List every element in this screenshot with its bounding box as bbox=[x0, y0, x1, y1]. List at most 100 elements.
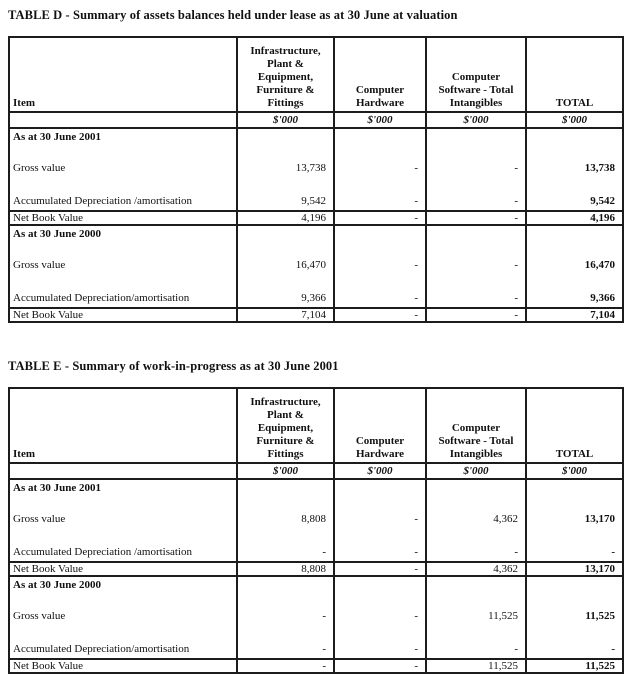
total-cell: 13,738 bbox=[525, 153, 624, 183]
table-e-title: TABLE E - Summary of work-in-progress as… bbox=[8, 359, 339, 373]
value-cell: - bbox=[333, 631, 427, 660]
value-cell: - bbox=[425, 280, 527, 309]
value-cell: - bbox=[425, 153, 527, 183]
units-cell-item bbox=[8, 463, 238, 480]
table-row-net-book-value: Net Book Value 4,196 - - 4,196 bbox=[8, 211, 624, 226]
col-header-infrastructure: Infrastructure, Plant & Equipment, Furni… bbox=[236, 388, 335, 464]
value-cell: - bbox=[333, 280, 427, 309]
value-cell: - bbox=[425, 211, 527, 226]
row-label: Net Book Value bbox=[8, 211, 238, 226]
table-row-net-book-value: Net Book Value 7,104 - - 7,104 bbox=[8, 308, 624, 323]
value-cell: - bbox=[333, 659, 427, 674]
row-label: Accumulated Depreciation/amortisation bbox=[8, 280, 238, 309]
units-cell: $'000 bbox=[525, 112, 624, 129]
table-d-header-row: Item Infrastructure, Plant & Equipment, … bbox=[8, 37, 624, 113]
value-cell: - bbox=[333, 183, 427, 212]
table-d-block: TABLE D - Summary of assets balances hel… bbox=[8, 8, 624, 323]
value-cell: - bbox=[333, 601, 427, 631]
col-header-item: Item bbox=[8, 37, 238, 113]
row-label: Net Book Value bbox=[8, 308, 238, 323]
value-cell: - bbox=[333, 562, 427, 577]
value-cell: 9,542 bbox=[236, 183, 335, 212]
value-cell: - bbox=[236, 534, 335, 563]
units-cell: $'000 bbox=[525, 463, 624, 480]
row-label: Accumulated Depreciation/amortisation bbox=[8, 631, 238, 660]
total-cell: 16,470 bbox=[525, 250, 624, 280]
table-row-gross-value: Gross value - - 11,525 11,525 bbox=[8, 601, 624, 631]
value-cell: - bbox=[425, 183, 527, 212]
table-row-net-book-value: Net Book Value 8,808 - 4,362 13,170 bbox=[8, 562, 624, 577]
row-label: Gross value bbox=[8, 153, 238, 183]
total-cell: 13,170 bbox=[525, 504, 624, 534]
table-e-header-row: Item Infrastructure, Plant & Equipment, … bbox=[8, 388, 624, 464]
col-header-total: TOTAL bbox=[525, 37, 624, 113]
table-row-net-book-value: Net Book Value - - 11,525 11,525 bbox=[8, 659, 624, 674]
units-cell: $'000 bbox=[333, 463, 427, 480]
spacer bbox=[8, 323, 622, 359]
total-cell: 13,170 bbox=[525, 562, 624, 577]
units-cell: $'000 bbox=[425, 463, 527, 480]
total-cell: 11,525 bbox=[525, 659, 624, 674]
value-cell: - bbox=[236, 631, 335, 660]
units-cell: $'000 bbox=[236, 463, 335, 480]
section-row-2001: As at 30 June 2001 bbox=[8, 128, 624, 153]
value-cell: 7,104 bbox=[236, 308, 335, 323]
row-label: Gross value bbox=[8, 504, 238, 534]
table-row-accumulated-depreciation: Accumulated Depreciation/amortisation 9,… bbox=[8, 280, 624, 309]
total-cell: 7,104 bbox=[525, 308, 624, 323]
total-cell: 4,196 bbox=[525, 211, 624, 226]
section-row-2000: As at 30 June 2000 bbox=[8, 225, 624, 250]
table-e-units-row: $'000 $'000 $'000 $'000 bbox=[8, 463, 624, 480]
table-row-gross-value: Gross value 8,808 - 4,362 13,170 bbox=[8, 504, 624, 534]
value-cell: - bbox=[333, 308, 427, 323]
col-header-computer-hardware: Computer Hardware bbox=[333, 388, 427, 464]
row-label: Accumulated Depreciation /amortisation bbox=[8, 183, 238, 212]
col-header-computer-software: Computer Software - Total Intangibles bbox=[425, 37, 527, 113]
value-cell: 11,525 bbox=[425, 659, 527, 674]
col-header-total: TOTAL bbox=[525, 388, 624, 464]
section-row-2000: As at 30 June 2000 bbox=[8, 576, 624, 601]
value-cell: 4,362 bbox=[425, 504, 527, 534]
value-cell: - bbox=[236, 659, 335, 674]
value-cell: - bbox=[333, 504, 427, 534]
value-cell: 8,808 bbox=[236, 504, 335, 534]
value-cell: - bbox=[425, 534, 527, 563]
total-cell: - bbox=[525, 534, 624, 563]
value-cell: 9,366 bbox=[236, 280, 335, 309]
value-cell: 13,738 bbox=[236, 153, 335, 183]
row-label: Gross value bbox=[8, 250, 238, 280]
value-cell: - bbox=[425, 631, 527, 660]
value-cell: - bbox=[333, 534, 427, 563]
value-cell: - bbox=[425, 250, 527, 280]
col-header-computer-software: Computer Software - Total Intangibles bbox=[425, 388, 527, 464]
table-row-gross-value: Gross value 13,738 - - 13,738 bbox=[8, 153, 624, 183]
units-cell: $'000 bbox=[236, 112, 335, 129]
value-cell: - bbox=[236, 601, 335, 631]
value-cell: - bbox=[333, 250, 427, 280]
value-cell: - bbox=[333, 211, 427, 226]
section-row-2001: As at 30 June 2001 bbox=[8, 479, 624, 504]
table-row-accumulated-depreciation: Accumulated Depreciation /amortisation -… bbox=[8, 534, 624, 563]
units-cell: $'000 bbox=[425, 112, 527, 129]
value-cell: 4,362 bbox=[425, 562, 527, 577]
table-row-accumulated-depreciation: Accumulated Depreciation/amortisation - … bbox=[8, 631, 624, 660]
document-page: TABLE D - Summary of assets balances hel… bbox=[8, 8, 624, 674]
value-cell: 4,196 bbox=[236, 211, 335, 226]
table-e-block: TABLE E - Summary of work-in-progress as… bbox=[8, 359, 624, 674]
row-label: Net Book Value bbox=[8, 659, 238, 674]
total-cell: - bbox=[525, 631, 624, 660]
col-header-item: Item bbox=[8, 388, 238, 464]
section-label: As at 30 June 2000 bbox=[8, 225, 238, 250]
table-row-gross-value: Gross value 16,470 - - 16,470 bbox=[8, 250, 624, 280]
row-label: Gross value bbox=[8, 601, 238, 631]
section-label: As at 30 June 2001 bbox=[8, 479, 238, 504]
section-label: As at 30 June 2001 bbox=[8, 128, 238, 153]
units-cell-item bbox=[8, 112, 238, 129]
value-cell: 11,525 bbox=[425, 601, 527, 631]
table-d-units-row: $'000 $'000 $'000 $'000 bbox=[8, 112, 624, 129]
table-e: Item Infrastructure, Plant & Equipment, … bbox=[8, 387, 624, 674]
value-cell: - bbox=[425, 308, 527, 323]
row-label: Accumulated Depreciation /amortisation bbox=[8, 534, 238, 563]
col-header-infrastructure: Infrastructure, Plant & Equipment, Furni… bbox=[236, 37, 335, 113]
col-header-computer-hardware: Computer Hardware bbox=[333, 37, 427, 113]
